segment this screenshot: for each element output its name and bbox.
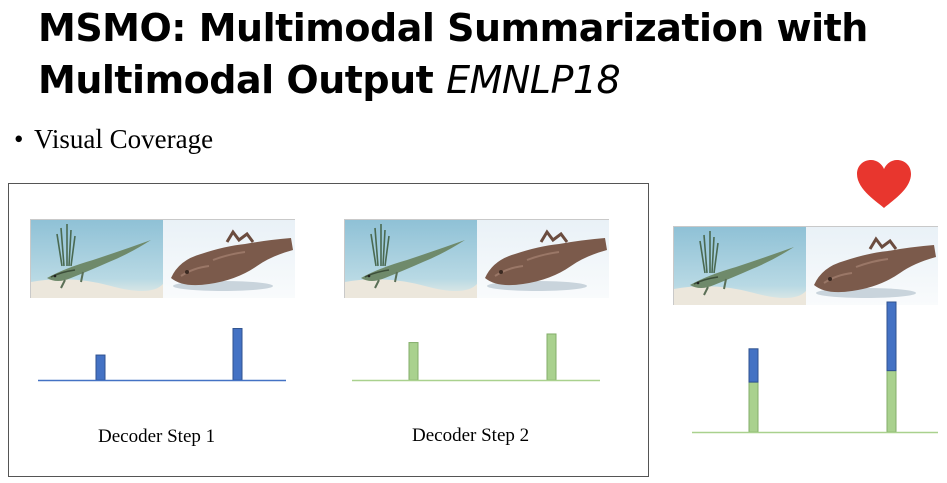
bar-image-1-series-2: [748, 348, 759, 383]
chart-decoder-step-2: [352, 333, 600, 382]
tetrapod-water-image: [674, 227, 806, 305]
title-main-text: Multimodal Output: [38, 58, 447, 102]
fossil-fish-image: [806, 227, 938, 305]
heart-icon: [857, 160, 911, 208]
image-strip-combined: [673, 226, 938, 305]
image-strip-step-2: [344, 219, 609, 298]
decoder-steps-frame: [8, 183, 649, 477]
bar-image-2-series-1: [232, 328, 243, 381]
fossil-fish-image: [477, 220, 609, 298]
chart-decoder-step-1: [38, 328, 286, 382]
title-venue: EMNLP18: [446, 58, 621, 102]
slide-title: MSMO: Multimodal Summarization with Mult…: [38, 2, 938, 106]
bullet-visual-coverage: • Visual Coverage: [14, 124, 213, 155]
title-line-1: MSMO: Multimodal Summarization with: [38, 6, 868, 50]
bar-image-2-series-2: [886, 301, 897, 372]
bar-image-2-series-1: [546, 333, 557, 381]
chart-combined-coverage: [692, 301, 938, 434]
bullet-text: Visual Coverage: [34, 124, 214, 154]
decoder-step-2-label: Decoder Step 2: [412, 425, 530, 446]
bar-image-1-series-1: [408, 342, 419, 381]
title-line-2: Multimodal Output EMNLP18: [38, 54, 938, 106]
tetrapod-water-image: [31, 220, 163, 298]
bar-image-1-series-1: [748, 381, 759, 433]
fossil-fish-image: [163, 220, 295, 298]
decoder-step-1-label: Decoder Step 1: [98, 426, 216, 447]
bar-image-2-series-1: [886, 370, 897, 433]
tetrapod-water-image: [345, 220, 477, 298]
bar-image-1-series-1: [95, 354, 106, 381]
image-strip-step-1: [30, 219, 295, 298]
bullet-dot-icon: •: [14, 124, 24, 154]
